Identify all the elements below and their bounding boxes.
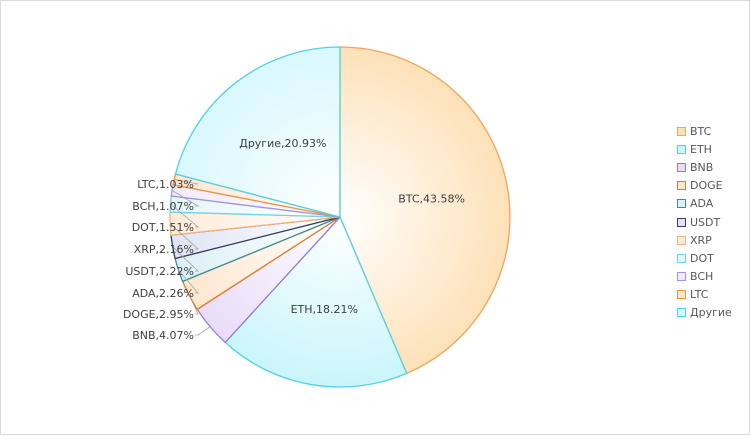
legend-label: ETH	[690, 142, 712, 156]
legend-item-ada: ADA	[677, 195, 732, 213]
leader-line-usdt	[172, 246, 200, 272]
legend-item-eth: ETH	[677, 140, 732, 158]
legend-item-xrp: XRP	[677, 231, 732, 249]
data-label-eth: ETH,18.21%	[291, 303, 358, 316]
legend-item-другие: Другие	[677, 304, 732, 322]
legend-item-ltc: LTC	[677, 286, 732, 304]
legend-label: BTC	[690, 124, 712, 138]
legend-swatch	[677, 272, 686, 282]
pie-slice-eth	[224, 215, 408, 388]
leader-line-bnb	[195, 326, 211, 336]
legend-item-bnb: BNB	[677, 158, 732, 176]
leader-line-bch	[171, 190, 200, 207]
legend-item-bch: BCH	[677, 268, 732, 286]
leader-line-dot	[170, 203, 200, 228]
pie-slice-другие	[174, 46, 341, 218]
pie-slice-btc	[339, 46, 511, 375]
legend-swatch	[677, 181, 686, 191]
leader-line-xrp	[169, 223, 200, 250]
legend-label: BCH	[690, 270, 714, 284]
data-label-bch: BCH,1.07%	[132, 200, 194, 213]
legend-label: USDT	[690, 215, 721, 229]
legend-label: LTC	[690, 288, 709, 302]
legend-item-dot: DOT	[677, 249, 732, 267]
legend-swatch	[677, 253, 686, 263]
legend-swatch	[677, 290, 686, 300]
data-label-dot: DOT,1.51%	[132, 221, 194, 234]
legend: BTC ETH BNB DOGE ADA USDT XRP DOT BCH LTC Другие	[677, 122, 732, 322]
leader-line-doge	[188, 295, 199, 315]
legend-swatch	[677, 126, 686, 136]
data-label-другие: Другие,20.93%	[239, 137, 326, 150]
legend-label: DOGE	[690, 179, 723, 193]
legend-swatch	[677, 144, 686, 154]
data-label-ltc: LTC,1.03%	[137, 178, 194, 191]
legend-label: XRP	[690, 233, 712, 247]
legend-item-usdt: USDT	[677, 213, 732, 231]
legend-swatch	[677, 235, 686, 245]
legend-swatch	[677, 162, 686, 172]
leader-line-ada	[178, 269, 199, 294]
legend-label: Другие	[690, 306, 732, 320]
data-label-btc: BTC,43.58%	[398, 192, 465, 205]
legend-label: DOT	[690, 251, 714, 265]
data-label-usdt: USDT,2.22%	[125, 265, 194, 278]
legend-label: ADA	[690, 197, 714, 211]
legend-swatch	[677, 308, 686, 318]
legend-item-btc: BTC	[677, 122, 732, 140]
legend-swatch	[677, 217, 686, 227]
legend-swatch	[677, 199, 686, 209]
data-label-ada: ADA,2.26%	[132, 287, 194, 300]
data-label-xrp: XRP,2.16%	[134, 243, 194, 256]
leader-line-ltc	[174, 178, 199, 185]
legend-item-doge: DOGE	[677, 177, 732, 195]
data-label-bnb: BNB,4.07%	[132, 329, 194, 342]
legend-label: BNB	[690, 160, 714, 174]
data-label-doge: DOGE,2.95%	[123, 308, 194, 321]
